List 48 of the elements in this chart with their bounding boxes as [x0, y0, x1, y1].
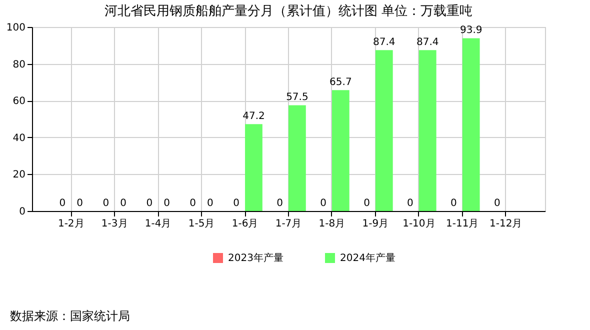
x-tick-label: 1-7月	[275, 218, 302, 230]
x-tick-label: 1-5月	[188, 218, 215, 230]
data-label: 65.7	[330, 77, 352, 88]
data-label: 0	[207, 198, 214, 209]
data-label: 0	[233, 198, 240, 209]
data-label: 0	[276, 198, 283, 209]
x-tick-label: 1-4月	[144, 218, 172, 230]
x-tick-label: 1-12月	[490, 218, 522, 230]
y-tick-label: 40	[12, 132, 26, 144]
bar	[245, 124, 262, 211]
data-label: 0	[494, 198, 500, 209]
y-tick-label: 60	[12, 96, 26, 108]
y-tick-label: 100	[6, 22, 26, 34]
data-label: 57.5	[286, 92, 308, 104]
x-tick-label: 1-11月	[446, 218, 479, 230]
source-note: 数据来源：国家统计局	[10, 308, 130, 325]
legend-label: 2023年产量	[228, 252, 284, 264]
x-tick-label: 1-3月	[101, 218, 128, 230]
y-tick-label: 20	[12, 170, 26, 181]
legend-label: 2024年产量	[340, 252, 396, 264]
x-tick-label: 1-2月	[58, 218, 84, 230]
bar	[462, 38, 480, 211]
bar	[375, 50, 393, 211]
x-tick-label: 1-10月	[402, 218, 436, 230]
data-label: 47.2	[242, 111, 265, 122]
data-label: 0	[320, 198, 326, 209]
x-tick-label: 1-8月	[318, 218, 346, 230]
data-label: 0	[164, 198, 170, 209]
data-label: 0	[450, 198, 457, 209]
data-label: 0	[146, 198, 153, 209]
data-label: 87.4	[373, 37, 396, 48]
data-label: 0	[190, 198, 196, 209]
data-label: 0	[59, 198, 66, 209]
data-label: 0	[76, 198, 84, 209]
data-label: 0	[407, 198, 414, 209]
data-label: 87.4	[416, 37, 439, 48]
bar	[288, 105, 306, 211]
y-tick-label: 0	[19, 206, 26, 218]
data-label: 0	[102, 198, 110, 209]
bar	[332, 90, 350, 211]
x-tick-label: 1-9月	[362, 218, 389, 230]
data-label: 0	[364, 198, 370, 209]
bar	[418, 50, 436, 211]
y-tick-label: 80	[12, 59, 26, 70]
x-tick-label: 1-6月	[232, 218, 258, 230]
data-label: 0	[120, 198, 126, 209]
data-label: 93.9	[460, 25, 482, 36]
chart-title: 河北省民用钢质船舶产量分月（累计值）统计图 单位：万载重吨	[104, 4, 473, 19]
